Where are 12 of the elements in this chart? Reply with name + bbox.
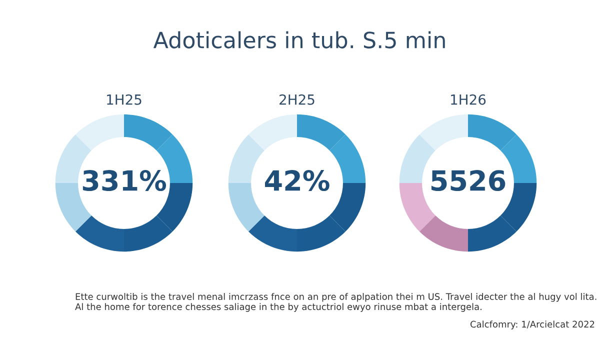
chart-title: 1H25 [107, 94, 142, 105]
donut-slice [419, 114, 468, 150]
donut-slice [75, 114, 124, 150]
chart-title: 1H26 [451, 94, 486, 105]
text: 42% [265, 170, 330, 192]
text: 331% [82, 170, 166, 192]
text: Ette curwoltib is the travel menal imcrzass fnce on an pre of aplpation thei m US. Travel idecter the al hugy vol lita. Al the home for torence chesses saliage in the by actuctriol ewyo rinuse mbat a intergela. [75, 293, 596, 312]
text: Calcfomry: 1/Arcielcat 2022 [470, 320, 594, 330]
text: Adoticalers in tub. S.5 min [153, 31, 445, 48]
text: 5526 [431, 170, 506, 192]
chart-title: 2H25 [280, 94, 314, 105]
donut-slice [419, 216, 468, 252]
